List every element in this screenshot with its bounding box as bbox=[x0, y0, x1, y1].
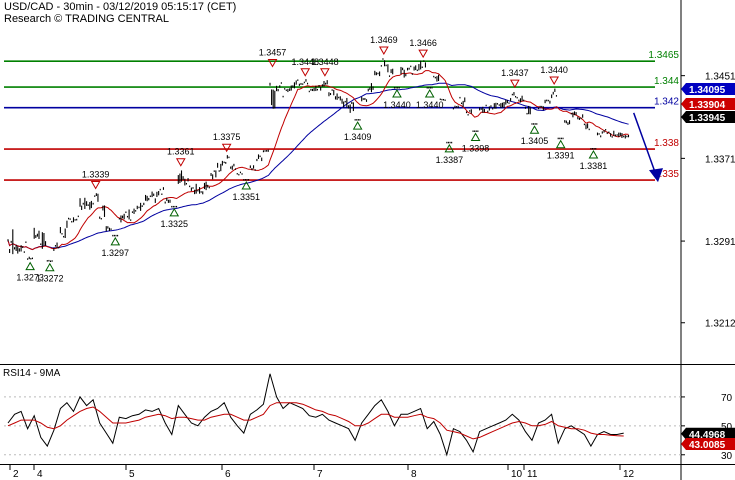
swing-high-marker bbox=[90, 180, 101, 190]
swing-low-label: 1.3381 bbox=[580, 161, 608, 171]
chart-subtitle: Research © TRADING CENTRAL bbox=[4, 13, 169, 25]
price-badge-label: 1.34095 bbox=[689, 85, 726, 96]
swing-low-marker bbox=[555, 139, 566, 149]
swing-low-label: 1.3440 bbox=[416, 100, 444, 110]
swing-high-marker bbox=[378, 46, 389, 56]
swing-low-label: 1.3273 bbox=[16, 273, 44, 283]
forecast-arrowhead bbox=[649, 168, 663, 183]
price-tick-label: 1.3212 bbox=[705, 319, 735, 330]
swing-high-marker bbox=[549, 76, 560, 86]
swing-high-marker bbox=[418, 49, 429, 59]
swing-high-label: 1.3440 bbox=[540, 65, 568, 75]
ma-fast-line bbox=[7, 70, 629, 251]
swing-low-label: 1.3387 bbox=[436, 155, 464, 165]
swing-low-marker bbox=[444, 143, 455, 153]
swing-high-marker bbox=[300, 68, 311, 77]
swing-low-label: 1.3391 bbox=[547, 151, 575, 161]
rsi-badge-red bbox=[681, 437, 735, 450]
swing-low-marker bbox=[25, 261, 36, 271]
price-badge-red bbox=[681, 98, 735, 110]
swing-low-marker bbox=[241, 181, 252, 190]
swing-low-marker bbox=[588, 150, 599, 159]
swing-low-marker bbox=[470, 132, 481, 141]
swing-high-marker bbox=[221, 143, 232, 153]
rsi-tick-label: 70 bbox=[721, 393, 733, 404]
swing-high-label: 1.3375 bbox=[213, 132, 241, 142]
time-tick-label: 11 bbox=[527, 469, 538, 480]
rsi-panel-label: RSI14 - 9MA bbox=[3, 368, 61, 379]
swing-low-label: 1.3405 bbox=[521, 136, 549, 146]
swing-low-marker bbox=[529, 125, 540, 134]
time-tick-label: 8 bbox=[411, 469, 417, 480]
time-tick-label: 4 bbox=[37, 469, 43, 480]
swing-low-marker bbox=[169, 207, 180, 217]
swing-low-marker bbox=[44, 262, 55, 272]
time-tick-label: 2 bbox=[13, 469, 19, 480]
price-badge-label: 1.33945 bbox=[689, 113, 726, 124]
swing-high-marker bbox=[267, 58, 278, 68]
swing-low-label: 1.3272 bbox=[36, 274, 64, 284]
rsi-tick-label: 50 bbox=[721, 422, 733, 433]
rsi-ma-line bbox=[7, 402, 624, 440]
time-tick-label: 10 bbox=[511, 469, 523, 480]
rsi-badge-label: 44.4968 bbox=[689, 430, 726, 441]
swing-high-label: 1.3361 bbox=[167, 147, 195, 157]
swing-high-label: 1.3466 bbox=[409, 38, 437, 48]
swing-low-label: 1.3440 bbox=[383, 100, 411, 110]
swing-low-label: 1.3351 bbox=[233, 192, 261, 202]
swing-low-label: 1.3297 bbox=[102, 248, 130, 258]
level-label: 1.342 bbox=[654, 97, 679, 108]
time-tick-label: 7 bbox=[317, 469, 323, 480]
swing-high-label: 1.3469 bbox=[370, 35, 398, 45]
swing-high-label: 1.3339 bbox=[82, 169, 110, 179]
rsi-line bbox=[7, 373, 624, 457]
swing-low-marker bbox=[352, 121, 363, 130]
swing-high-label: 1.3448 bbox=[311, 57, 339, 67]
price-tick-label: 1.3371 bbox=[705, 154, 735, 165]
swing-low-marker bbox=[110, 236, 121, 246]
price-tick-label: 1.3451 bbox=[705, 72, 735, 83]
swing-low-label: 1.3325 bbox=[160, 219, 188, 229]
swing-high-label: 1.3448 bbox=[291, 57, 319, 67]
price-badge-blue bbox=[681, 83, 735, 95]
time-tick-label: 5 bbox=[129, 469, 135, 480]
price-badge-dark bbox=[681, 111, 735, 123]
level-label: 1.3465 bbox=[648, 50, 679, 61]
rsi-badge-label: 43.0085 bbox=[689, 440, 726, 451]
price-badge-label: 1.33904 bbox=[689, 100, 726, 111]
swing-low-label: 1.3398 bbox=[462, 143, 490, 153]
level-label: 1.335 bbox=[654, 169, 679, 180]
rsi-tick-label: 30 bbox=[721, 451, 733, 462]
chart-title: USD/CAD - 30min - 03/12/2019 05:15:17 (C… bbox=[4, 1, 237, 13]
ma-slow-line bbox=[7, 82, 629, 251]
rsi-badge-dark bbox=[681, 427, 735, 440]
price-tick-label: 1.3291 bbox=[705, 237, 735, 248]
swing-high-marker bbox=[509, 79, 520, 89]
time-tick-label: 12 bbox=[623, 469, 635, 480]
level-label: 1.344 bbox=[654, 76, 679, 87]
swing-low-marker bbox=[392, 89, 402, 98]
time-tick-label: 6 bbox=[225, 469, 231, 480]
swing-high-label: 1.3437 bbox=[501, 68, 529, 78]
swing-high-marker bbox=[175, 158, 186, 167]
forecast-arrow-line bbox=[632, 112, 656, 173]
swing-high-marker bbox=[320, 68, 330, 77]
swing-high-label: 1.3457 bbox=[259, 47, 287, 57]
swing-low-label: 1.3409 bbox=[344, 132, 372, 142]
level-label: 1.338 bbox=[654, 138, 679, 149]
swing-low-marker bbox=[424, 89, 435, 98]
